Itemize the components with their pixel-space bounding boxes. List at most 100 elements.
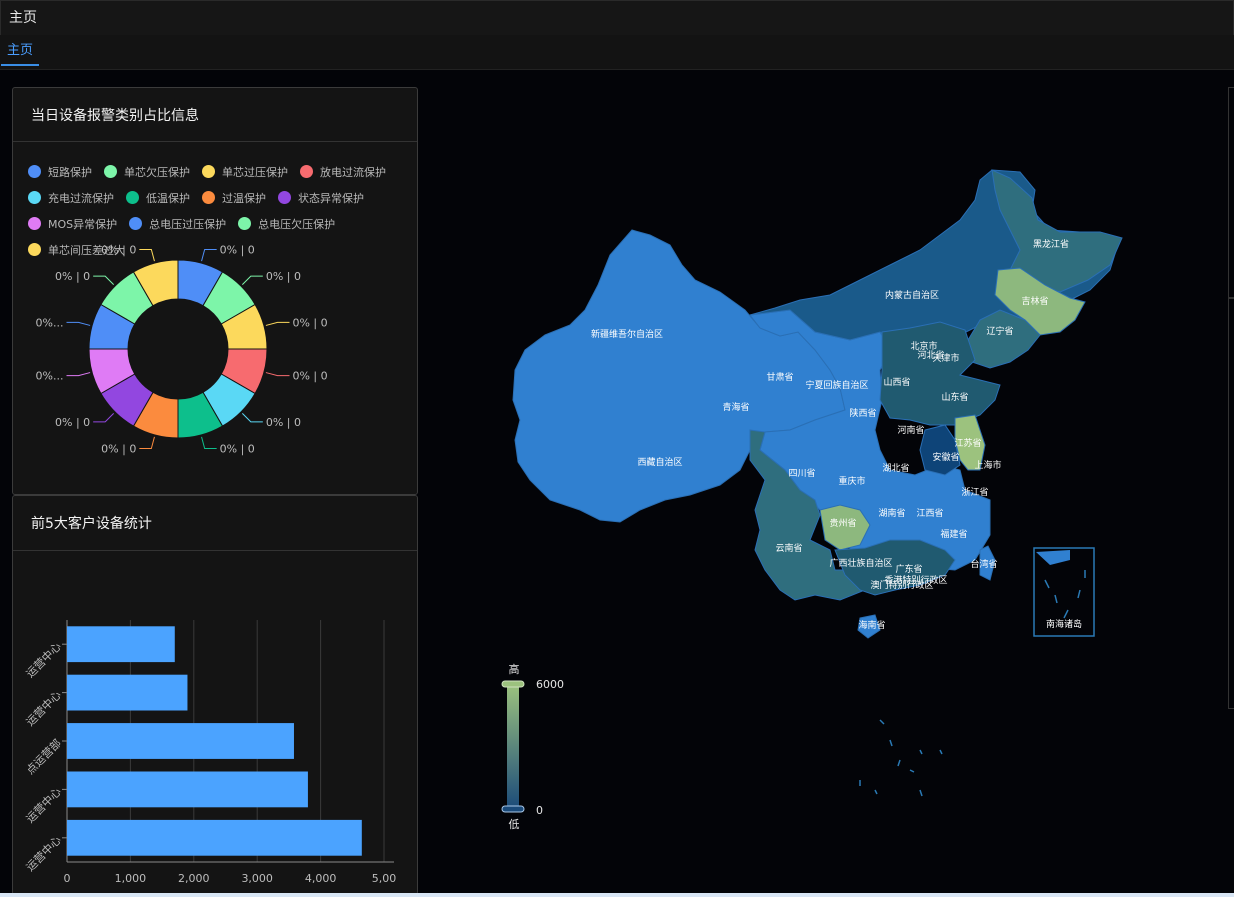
province-label: 辽宁省 [986,325,1013,337]
map-region-heilongjiang[interactable] [991,169,1123,293]
province-label: 北京市 [910,340,937,352]
province-label: 黑龙江省 [1033,238,1069,250]
y-category-label: 点运营部 [23,736,64,777]
tab-home[interactable]: 主页 [1,40,40,66]
legend-item[interactable]: 放电过流保护 [300,165,386,181]
visual-map-handle-low[interactable] [501,805,525,813]
pie-label-line [93,275,115,286]
legend-label: 充电过流保护 [48,192,114,205]
legend-label: MOS异常保护 [48,218,118,231]
south-sea-dots [859,719,943,797]
x-tick-label: 1,000 [115,872,147,885]
pie-slice-label: 0% | 0 [220,442,255,455]
legend-dot [278,191,291,204]
province-label: 云南省 [775,542,802,554]
map-region-jilin[interactable] [994,267,1086,336]
province-label: 青海省 [722,401,749,413]
pie-slice[interactable] [132,259,179,307]
province-label: 香港特别行政区 [884,574,947,586]
bar[interactable] [67,674,188,711]
pie-slice-label: 0%... [36,370,64,383]
right-panel-edge-bottom [1228,297,1234,709]
legend-item[interactable]: 状态异常保护 [278,191,364,207]
legend-item[interactable]: 单芯间压差过大 [28,243,125,259]
pie-label-line [265,372,290,377]
bar[interactable] [67,819,362,856]
pie-label-line [66,372,91,377]
map-region-guizhou[interactable] [819,504,871,551]
legend-label: 低温保护 [146,192,190,205]
province-label: 内蒙古自治区 [885,289,939,301]
legend-item[interactable]: 单芯欠压保护 [104,165,190,181]
province-label: 河南省 [897,424,924,436]
visual-map-low-label: 低 [509,818,520,831]
tab-bar: 主页 [0,35,1234,70]
alarm-legend: 短路保护 单芯欠压保护 单芯过压保护 放电过流保护充电过流保护 低温保护 过温保护 状态异常… [28,161,408,265]
province-label: 吉林省 [1021,295,1048,307]
pie-label-line [241,275,263,286]
pie-label-line [93,412,115,423]
legend-dot [129,217,143,230]
pie-slice-label: 0% | 0 [220,244,255,257]
pie-label-line [201,436,217,449]
y-category-label: 运营中心 [23,639,64,680]
visual-map: 高 低 6000 0 [501,662,564,831]
visual-map-handle-high[interactable] [501,680,525,688]
province-label: 湖南省 [878,507,905,519]
legend-item[interactable]: 总电压欠压保护 [238,217,335,233]
visual-map-min: 0 [536,804,543,817]
map-region-anhui[interactable] [919,424,961,476]
province-label: 河北省 [917,349,944,361]
legend-dot [126,191,139,204]
bar[interactable] [67,626,175,663]
legend-item[interactable]: 总电压过压保护 [129,217,226,233]
province-label: 安徽省 [932,451,959,463]
legend-dot [28,191,41,204]
x-tick-label: 0 [64,872,71,885]
legend-dot [28,243,41,256]
legend-dot [202,165,215,178]
customer-panel-title: 前5大客户设备统计 [31,516,152,532]
province-label: 天津市 [932,352,959,364]
pie-slice-label: 0%... [36,316,64,329]
alarm-panel-header: 当日设备报警类别占比信息 [13,88,417,142]
south-sea-islands-inset[interactable] [1033,547,1095,637]
province-label: 重庆市 [838,475,865,487]
legend-item[interactable]: 单芯过压保护 [202,165,288,181]
y-category-label: 运营中心 [23,833,64,874]
legend-item[interactable]: 充电过流保护 [28,191,114,207]
x-tick-label: 3,000 [241,872,273,885]
bar[interactable] [67,723,294,759]
legend-label: 单芯欠压保护 [124,166,190,179]
legend-dot [202,191,215,204]
y-category-label: 运营中心 [23,688,64,729]
window-titlebar: 主页 [0,0,1234,36]
x-tick-label: 2,000 [178,872,210,885]
map-region-jiangsu[interactable] [954,414,986,471]
map-region-taiwan[interactable] [979,545,996,581]
legend-item[interactable]: 低温保护 [126,191,190,207]
legend-item[interactable]: MOS异常保护 [28,217,117,233]
province-label: 山西省 [883,376,910,388]
window-title: 主页 [9,10,37,26]
map-region-south[interactable] [834,539,956,596]
legend-label: 单芯过压保护 [222,166,288,179]
legend-label: 总电压过压保护 [149,218,227,231]
map-region-northchina[interactable] [879,321,1001,426]
legend-item[interactable]: 短路保护 [28,165,92,181]
legend-dot [28,217,41,230]
alarm-panel-title: 当日设备报警类别占比信息 [31,108,199,124]
map-region-hainan[interactable] [857,614,881,639]
visual-map-bar[interactable] [507,684,519,810]
right-panel-edge-top [1228,87,1234,299]
bar[interactable] [67,771,308,808]
legend-item[interactable]: 过温保护 [202,191,266,207]
legend-label: 短路保护 [48,166,92,179]
pie-slice-label: 0% | 0 [266,270,301,283]
pie-label-line [265,321,290,326]
province-label: 陕西省 [849,407,876,419]
customer-bar-chart: 0 1,000 2,000 3,000 4,000 5,00运营中心运营中心点运营部运营中… [23,620,397,885]
pie-slice-label: 0% | 0 [292,370,327,383]
x-tick-label: 5,00 [372,872,397,885]
